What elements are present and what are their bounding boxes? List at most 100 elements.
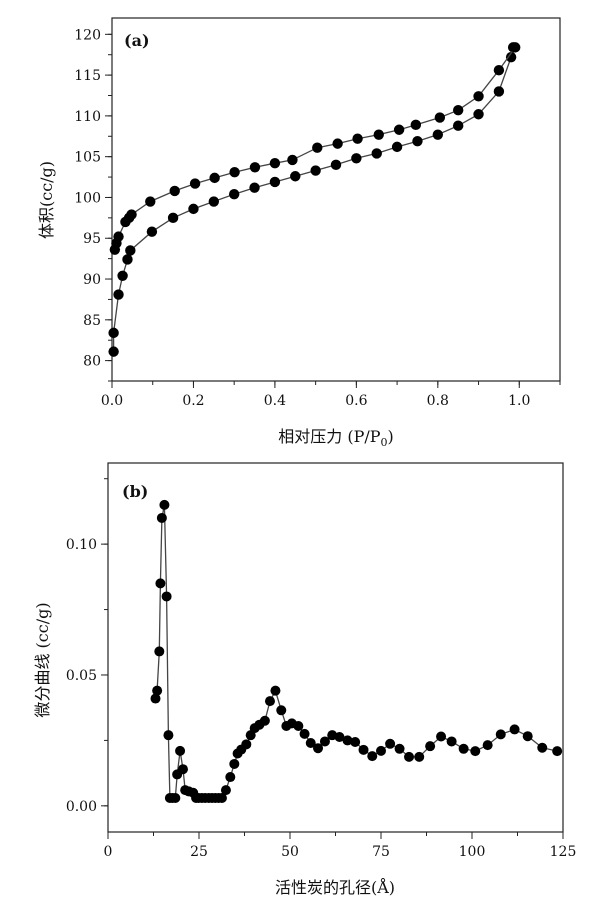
data-point	[269, 158, 281, 169]
data-point	[376, 745, 386, 756]
data-point	[146, 226, 158, 237]
data-point	[352, 133, 363, 144]
data-point	[537, 742, 548, 753]
data-point	[188, 203, 199, 215]
x-tick-label: 0.6	[345, 393, 367, 409]
data-point	[330, 159, 342, 171]
data-point	[510, 42, 521, 53]
data-point	[473, 109, 484, 120]
panel-label-b: (b)	[122, 482, 148, 501]
x-tick-label: 0.8	[427, 393, 449, 409]
plot-frame-a	[111, 17, 561, 382]
series-line-0	[112, 47, 514, 352]
data-point	[432, 129, 444, 140]
data-point	[312, 142, 323, 153]
data-point	[305, 738, 316, 749]
y-tick-label: 105	[74, 150, 101, 166]
data-point	[120, 216, 131, 228]
data-point	[109, 244, 121, 255]
x-tick-label: 0	[104, 844, 113, 860]
data-point	[270, 685, 281, 696]
data-point	[287, 154, 298, 166]
data-point	[154, 646, 165, 657]
x-tick-label: 0.4	[264, 393, 286, 409]
x-tick-label: 0.0	[101, 393, 123, 409]
data-point	[342, 735, 353, 746]
x-tick-label: 75	[372, 844, 390, 860]
data-point	[358, 744, 369, 755]
data-point	[225, 772, 236, 783]
data-point	[404, 751, 415, 762]
x-tick-label: 1.0	[508, 393, 530, 409]
data-point	[229, 166, 240, 178]
data-point	[175, 745, 186, 756]
data-point	[125, 245, 136, 256]
data-point	[299, 728, 310, 739]
data-point	[241, 739, 252, 750]
x-axis-label-b: 活性炭的孔径(Å)	[275, 877, 395, 897]
x-tick-label: 125	[550, 844, 577, 860]
y-tick-label: 80	[83, 354, 101, 370]
data-point	[170, 792, 181, 803]
data-point	[269, 176, 281, 188]
data-point	[145, 196, 156, 207]
y-tick-label: 95	[83, 231, 101, 247]
series-line-0	[154, 504, 558, 799]
data-point	[167, 212, 179, 224]
data-point	[414, 751, 425, 762]
data-point	[208, 196, 220, 207]
data-point	[371, 148, 382, 159]
data-point	[108, 346, 119, 357]
data-point	[228, 188, 240, 200]
data-point	[452, 120, 464, 131]
x-tick-label: 0.2	[182, 393, 204, 409]
data-point	[552, 746, 563, 757]
data-point	[229, 758, 240, 769]
y-tick-label: 120	[74, 27, 101, 43]
data-point	[290, 171, 301, 182]
y-tick-label: 85	[83, 313, 101, 329]
y-axis-label-a: 体积(cc/g)	[37, 161, 56, 239]
data-point	[276, 705, 287, 716]
y-tick-label: 0.05	[66, 668, 97, 684]
y-tick-label: 0.00	[66, 799, 97, 815]
panel-a-isotherm-chart: (a) 相对压力 (P/P0) 体积(cc/g) 0.0 0.2 0.4 0.6 0.8…	[37, 17, 561, 449]
data-point	[189, 178, 201, 189]
data-point	[436, 731, 447, 742]
data-point	[177, 764, 188, 775]
data-point	[113, 289, 124, 300]
data-point	[293, 721, 304, 732]
data-point	[152, 685, 163, 696]
data-point	[249, 162, 261, 173]
data-point	[482, 740, 493, 751]
panel-label-a: (a)	[124, 31, 150, 50]
data-point	[159, 499, 170, 510]
data-point	[169, 185, 180, 197]
data-point	[220, 785, 231, 796]
data-point	[522, 731, 533, 742]
data-point	[216, 792, 227, 803]
data-point	[117, 270, 128, 281]
data-point	[412, 135, 423, 147]
data-point	[470, 746, 481, 757]
data-point	[313, 743, 324, 754]
data-point	[209, 172, 220, 184]
data-point	[319, 736, 330, 747]
x-axis-label-a: 相对压力 (P/P0)	[278, 427, 394, 449]
data-point	[505, 51, 517, 63]
y-tick-label: 110	[74, 109, 101, 125]
data-point	[373, 129, 384, 140]
data-point	[259, 715, 270, 726]
data-point	[351, 153, 362, 164]
data-point	[393, 124, 405, 135]
y-tick-label: 115	[74, 68, 101, 84]
data-point	[385, 738, 396, 749]
data-point	[434, 112, 446, 123]
x-tick-label: 100	[459, 844, 486, 860]
x-tick-label: 25	[190, 844, 208, 860]
data-point	[155, 578, 166, 589]
data-point	[367, 751, 378, 762]
data-point	[410, 119, 422, 131]
data-point	[452, 104, 464, 116]
data-point	[446, 736, 457, 747]
